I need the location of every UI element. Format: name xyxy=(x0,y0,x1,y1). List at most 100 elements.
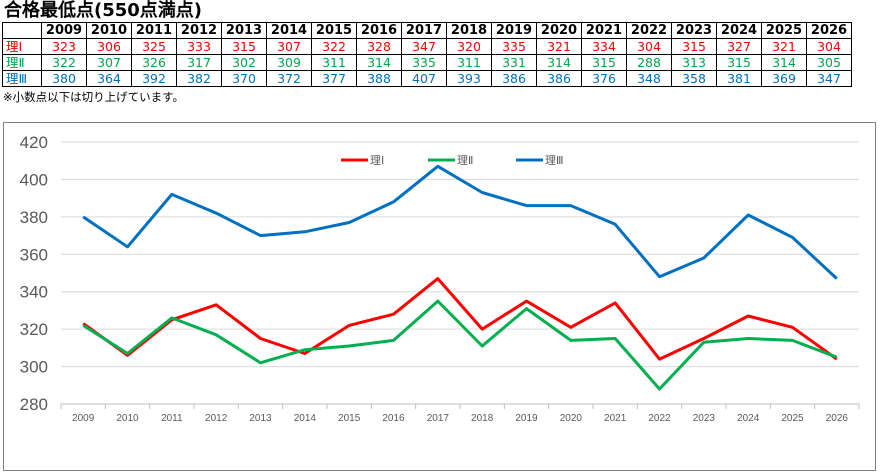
score-cell: 358 xyxy=(671,70,717,87)
x-tick-label: 2025 xyxy=(781,413,804,424)
legend-label: 理Ⅲ xyxy=(545,154,564,167)
score-cell: 304 xyxy=(806,38,852,55)
score-cell: 305 xyxy=(806,54,852,71)
table-row: 理Ⅰ 323 306 325 333 315 307 322 328 347 320 335 321 33… xyxy=(2,38,852,55)
score-cell: 347 xyxy=(806,70,852,87)
score-cell: 370 xyxy=(221,70,267,87)
x-tick-label: 2009 xyxy=(72,413,95,424)
table-corner-cell xyxy=(2,22,42,39)
year-header: 2025 xyxy=(761,22,807,39)
year-header: 2024 xyxy=(716,22,762,39)
score-cell: 376 xyxy=(581,70,627,87)
table-row: 理Ⅱ 322 307 326 317 302 309 311 314 335 311 331 314 31… xyxy=(2,54,852,71)
score-cell: 302 xyxy=(221,54,267,71)
score-cell: 369 xyxy=(761,70,807,87)
row-label: 理Ⅲ xyxy=(2,70,42,87)
score-cell: 326 xyxy=(131,54,177,71)
series-line-2 xyxy=(82,299,838,391)
x-tick-label: 2019 xyxy=(515,413,538,424)
score-cell: 377 xyxy=(311,70,357,87)
score-cell: 388 xyxy=(356,70,402,87)
table-header-row: 2009 2010 2011 2012 2013 2014 2015 2016 2017 2018… xyxy=(2,22,852,39)
score-cell: 288 xyxy=(626,54,672,71)
legend-label: 理Ⅱ xyxy=(457,154,473,167)
year-header: 2021 xyxy=(581,22,627,39)
x-tick-label: 2026 xyxy=(826,413,849,424)
x-tick-label: 2023 xyxy=(693,413,716,424)
score-cell: 322 xyxy=(41,54,87,71)
table-title: 合格最低点(550点満点) xyxy=(4,0,203,21)
score-cell: 315 xyxy=(671,38,717,55)
x-tick-label: 2015 xyxy=(338,413,361,424)
score-cell: 328 xyxy=(356,38,402,55)
year-header: 2017 xyxy=(401,22,447,39)
year-header: 2012 xyxy=(176,22,222,39)
year-header: 2013 xyxy=(221,22,267,39)
year-header: 2018 xyxy=(446,22,492,39)
y-tick-label: 320 xyxy=(20,320,48,339)
score-cell: 327 xyxy=(716,38,762,55)
score-cell: 381 xyxy=(716,70,762,87)
year-header: 2010 xyxy=(86,22,132,39)
chart-area: 280 300 320 340 360 380 400 420 2009 2010 2011 2012… xyxy=(3,122,876,471)
year-header: 2009 xyxy=(41,22,87,39)
score-cell: 393 xyxy=(446,70,492,87)
score-cell: 317 xyxy=(176,54,222,71)
score-table: 2009 2010 2011 2012 2013 2014 2015 2016 2017 2018… xyxy=(2,22,852,87)
score-cell: 320 xyxy=(446,38,492,55)
score-cell: 364 xyxy=(86,70,132,87)
score-cell: 307 xyxy=(86,54,132,71)
year-header: 2016 xyxy=(356,22,402,39)
score-cell: 314 xyxy=(761,54,807,71)
score-cell: 323 xyxy=(41,38,87,55)
score-cell: 314 xyxy=(536,54,582,71)
x-tick-label: 2016 xyxy=(382,413,405,424)
row-label: 理Ⅰ xyxy=(2,38,42,55)
score-cell: 348 xyxy=(626,70,672,87)
series-line-1 xyxy=(82,277,838,361)
score-cell: 311 xyxy=(446,54,492,71)
rounding-note: ※小数点以下は切り上げています。 xyxy=(3,90,184,104)
series-line-3 xyxy=(82,164,838,280)
x-tick-label: 2011 xyxy=(161,413,183,424)
year-header: 2019 xyxy=(491,22,537,39)
table-row: 理Ⅲ 380 364 392 382 370 372 377 388 407 393 386 386 37… xyxy=(2,70,852,87)
x-tick-label: 2013 xyxy=(249,413,272,424)
score-cell: 315 xyxy=(221,38,267,55)
x-tick-label: 2014 xyxy=(294,413,317,424)
score-cell: 347 xyxy=(401,38,447,55)
score-cell: 311 xyxy=(311,54,357,71)
x-tick-label: 2024 xyxy=(737,413,760,424)
y-tick-label: 380 xyxy=(20,208,48,227)
score-cell: 331 xyxy=(491,54,537,71)
y-tick-label: 300 xyxy=(20,358,48,377)
score-cell: 321 xyxy=(536,38,582,55)
x-tick-label: 2018 xyxy=(471,413,494,424)
year-header: 2022 xyxy=(626,22,672,39)
score-cell: 321 xyxy=(761,38,807,55)
score-cell: 322 xyxy=(311,38,357,55)
x-tick-label: 2021 xyxy=(604,413,627,424)
y-tick-label: 280 xyxy=(20,395,48,414)
score-cell: 313 xyxy=(671,54,717,71)
score-cell: 372 xyxy=(266,70,312,87)
score-cell: 307 xyxy=(266,38,312,55)
score-cell: 386 xyxy=(536,70,582,87)
x-tick-label: 2010 xyxy=(116,413,139,424)
legend-label: 理Ⅰ xyxy=(370,154,384,167)
score-cell: 314 xyxy=(356,54,402,71)
score-cell: 309 xyxy=(266,54,312,71)
year-header: 2014 xyxy=(266,22,312,39)
score-cell: 306 xyxy=(86,38,132,55)
x-tick-label: 2017 xyxy=(427,413,450,424)
x-tick-label: 2020 xyxy=(560,413,583,424)
y-tick-label: 340 xyxy=(20,283,48,302)
score-cell: 380 xyxy=(41,70,87,87)
score-cell: 335 xyxy=(491,38,537,55)
score-cell: 315 xyxy=(716,54,762,71)
year-header: 2015 xyxy=(311,22,357,39)
x-tick-label: 2022 xyxy=(648,413,671,424)
x-tick-label: 2012 xyxy=(205,413,228,424)
score-cell: 392 xyxy=(131,70,177,87)
score-cell: 386 xyxy=(491,70,537,87)
